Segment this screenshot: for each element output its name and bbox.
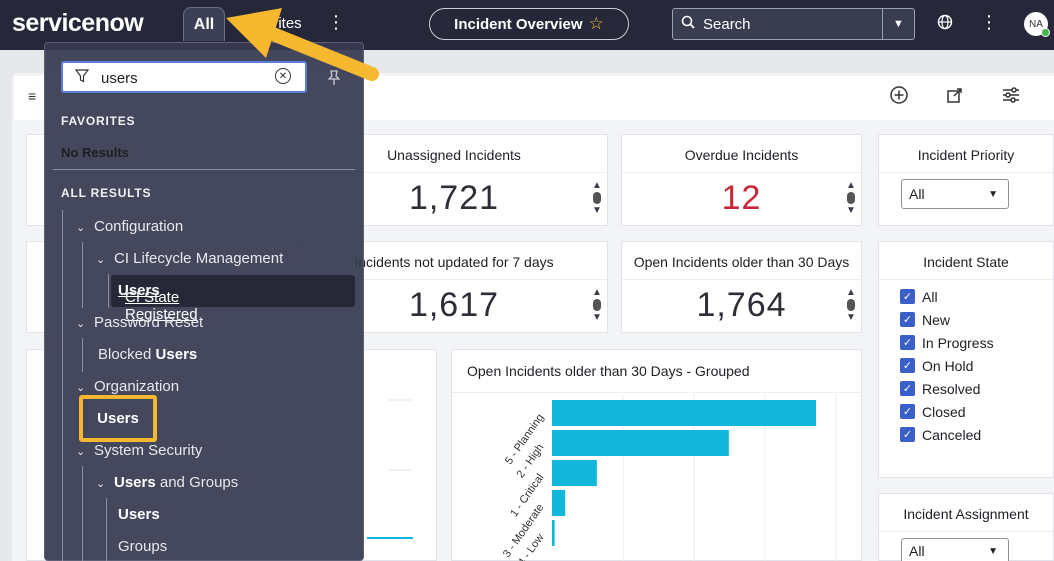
chart-bar[interactable]: [552, 400, 816, 426]
chevron-down-icon: ⌄: [96, 254, 106, 266]
add-icon[interactable]: [890, 86, 908, 109]
pin-icon[interactable]: [327, 70, 341, 89]
menu-divider: [53, 169, 355, 170]
more-options-icon[interactable]: ⋮: [980, 12, 998, 32]
menu-item-organization-users[interactable]: Users: [79, 395, 157, 442]
menu-item-ci-lifecycle[interactable]: ⌄ CI Lifecycle Management: [96, 250, 284, 267]
filter-icon: [74, 69, 90, 86]
state-checkbox-row[interactable]: ✓ On Hold: [900, 354, 994, 377]
chevron-down-icon: ⌄: [76, 382, 86, 394]
filter-settings-icon[interactable]: [1002, 86, 1020, 109]
all-results-header: ALL RESULTS: [61, 186, 152, 200]
card-scroll-control[interactable]: ▲ ▼: [592, 180, 602, 216]
card-value: 12: [721, 179, 762, 217]
search-icon: [673, 15, 703, 33]
servicenow-logo[interactable]: servicenow: [12, 9, 144, 37]
card-value: 1,764: [696, 286, 787, 324]
chart-bar[interactable]: [552, 520, 555, 546]
chevron-down-icon: ⌄: [76, 318, 86, 330]
card-title: Overdue Incidents: [622, 135, 861, 173]
state-checkbox-row[interactable]: ✓ Canceled: [900, 423, 994, 446]
checkbox-checked-icon[interactable]: ✓: [900, 289, 915, 304]
search-input[interactable]: Search: [703, 15, 751, 33]
globe-icon[interactable]: [937, 14, 953, 35]
clear-icon[interactable]: ✕: [275, 68, 291, 84]
no-results-text: No Results: [61, 145, 129, 160]
share-icon[interactable]: [946, 86, 964, 109]
card-incident-assignment: Incident Assignment: [878, 493, 1054, 561]
chevron-down-icon: ⌄: [96, 478, 106, 490]
menu-filter-box[interactable]: ✕: [61, 61, 307, 93]
star-icon[interactable]: ☆: [588, 14, 604, 33]
incident-state-list: ✓ All ✓ New ✓ In Progress ✓ On Hold ✓ Resolve…: [900, 285, 994, 446]
chart-bar[interactable]: [552, 490, 566, 516]
card-value: 1,617: [408, 286, 500, 324]
tree-guide-line: [82, 242, 83, 308]
chevron-down-icon: ▼: [988, 188, 998, 200]
state-checkbox-row[interactable]: ✓ All: [900, 285, 994, 308]
card-scroll-control[interactable]: ▲ ▼: [592, 287, 602, 323]
card-open-older-30-days[interactable]: Open Incidents older than 30 Days 1,764 …: [621, 241, 862, 333]
menu-item-ug-users[interactable]: Users: [118, 506, 160, 523]
menu-item-blocked-users[interactable]: Blocked Users: [98, 346, 198, 363]
chevron-down-icon: ▼: [988, 545, 998, 557]
state-checkbox-row[interactable]: ✓ Resolved: [900, 377, 994, 400]
card-title: Incident Priority: [879, 135, 1053, 173]
state-checkbox-row[interactable]: ✓ New: [900, 308, 994, 331]
hamburger-menu-icon[interactable]: ≡: [28, 88, 37, 104]
chart-title: Open Incidents older than 30 Days - Grou…: [452, 350, 861, 393]
card-scroll-control[interactable]: ▲ ▼: [846, 180, 856, 216]
card-title: Open Incidents older than 30 Days: [622, 242, 861, 280]
checkbox-checked-icon[interactable]: ✓: [900, 381, 915, 396]
card-title: Incident State: [879, 242, 1053, 280]
more-menu-icon[interactable]: ⋮: [327, 12, 345, 32]
checkbox-checked-icon[interactable]: ✓: [900, 358, 915, 373]
favorites-header: FAVORITES: [61, 114, 136, 128]
card-scroll-control[interactable]: ▲ ▼: [846, 287, 856, 323]
menu-item-users-and-groups[interactable]: ⌄ Users and Groups: [96, 474, 239, 491]
card-overdue-incidents[interactable]: Overdue Incidents 12 ▲ ▼: [621, 134, 862, 226]
search-dropdown-chevron-icon[interactable]: ▼: [882, 9, 914, 39]
avatar[interactable]: NA: [1024, 12, 1050, 37]
priority-select[interactable]: All ▼: [901, 179, 1009, 209]
menu-item-organization[interactable]: ⌄ Organization: [76, 378, 180, 395]
tab-all[interactable]: All: [183, 7, 225, 41]
checkbox-checked-icon[interactable]: ✓: [900, 404, 915, 419]
state-checkbox-row[interactable]: ✓ In Progress: [900, 331, 994, 354]
chart-bar[interactable]: [552, 460, 597, 486]
tree-guide-line: [82, 466, 83, 561]
tab-favorites[interactable]: Favorites: [240, 15, 302, 32]
top-navigation-bar: servicenow All Favorites ⋮ Incident Over…: [0, 0, 1054, 50]
incident-overview-pill[interactable]: Incident Overview ☆: [429, 8, 629, 40]
menu-item-configuration[interactable]: ⌄ Configuration: [76, 218, 184, 235]
chevron-down-icon: ⌄: [76, 446, 86, 458]
chart-bar[interactable]: [552, 430, 729, 456]
chevron-down-icon: ⌄: [76, 222, 86, 234]
tree-guide-line: [106, 498, 107, 561]
chart-older-30-days-grouped: Open Incidents older than 30 Days - Grou…: [451, 349, 862, 561]
assignment-select[interactable]: All ▼: [901, 538, 1009, 561]
checkbox-checked-icon[interactable]: ✓: [900, 335, 915, 350]
checkbox-checked-icon[interactable]: ✓: [900, 312, 915, 327]
card-value: 1,721: [408, 179, 500, 217]
card-title: Incident Assignment: [879, 494, 1053, 532]
menu-item-system-security[interactable]: ⌄ System Security: [76, 442, 203, 459]
checkbox-checked-icon[interactable]: ✓: [900, 427, 915, 442]
menu-item-password-reset[interactable]: ⌄ Password Reset: [76, 314, 204, 331]
incident-overview-title: Incident Overview: [454, 15, 583, 33]
card-title: Unassigned Incidents: [301, 135, 607, 173]
menu-item-ci-state-registered-users[interactable]: CI State Registered Users: [111, 275, 355, 323]
menu-filter-input[interactable]: [101, 67, 261, 89]
menu-item-ug-groups[interactable]: Groups: [118, 538, 168, 555]
tree-guide-line: [62, 210, 63, 561]
state-checkbox-row[interactable]: ✓ Closed: [900, 400, 994, 423]
online-status-dot: [1041, 28, 1050, 37]
card-title: Incidents not updated for 7 days: [301, 242, 607, 280]
global-search[interactable]: Search ▼: [672, 8, 915, 40]
tree-guide-line: [108, 274, 109, 308]
tree-guide-line: [82, 338, 83, 372]
left-chart-svg: [367, 399, 413, 539]
